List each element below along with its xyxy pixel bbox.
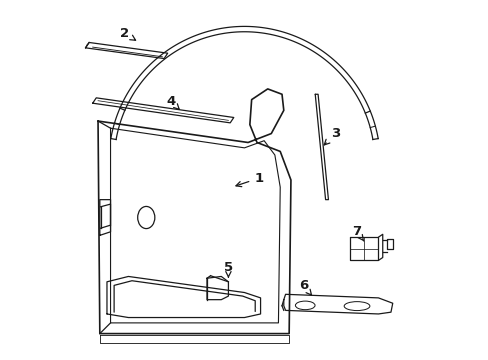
Text: 1: 1	[236, 172, 263, 186]
Text: 6: 6	[298, 279, 311, 295]
Text: 2: 2	[120, 27, 135, 40]
Text: 5: 5	[224, 261, 232, 277]
Text: 7: 7	[352, 225, 363, 241]
Text: 4: 4	[166, 95, 179, 109]
Text: 3: 3	[324, 127, 340, 145]
